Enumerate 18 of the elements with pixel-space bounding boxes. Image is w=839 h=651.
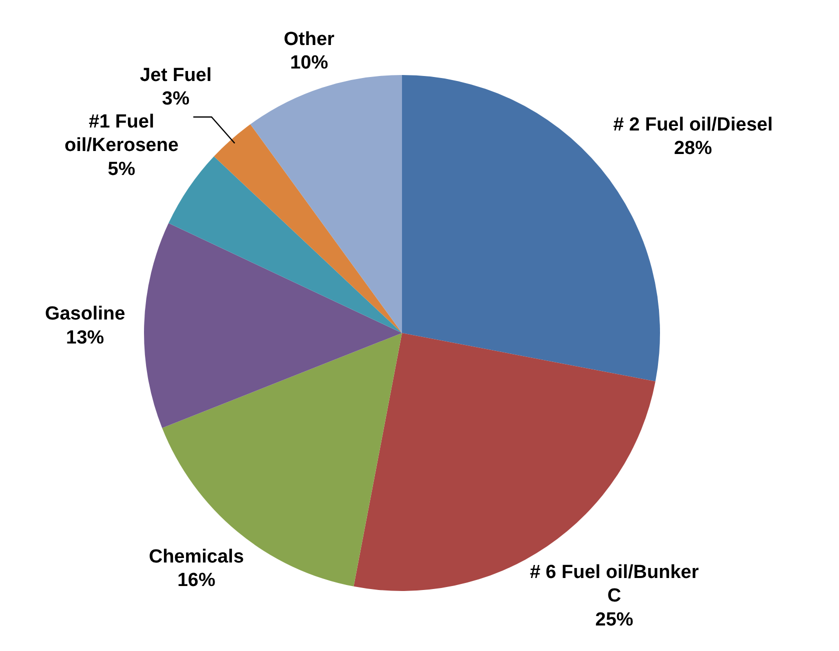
data-label: 5% [108,158,136,180]
data-label: 10% [290,52,328,74]
slice-label: Other [284,28,336,50]
slice-label: Gasoline [44,304,126,325]
slice-label: Jet Fuel [140,64,212,86]
data-label: 3% [162,88,190,110]
slice-label: # 2 Fuel oil/Diesel [613,114,773,136]
pie-slice [214,124,402,333]
slice-label: # 6 Fuel oil/Bunker C [530,562,700,607]
data-label: 28% [674,138,712,160]
pie-slice [250,75,402,333]
data-label: 13% [66,327,104,348]
data-label: 16% [177,570,216,592]
pie-slice [168,156,402,333]
pie-slice [144,223,402,428]
slice-label: #1 Fuel oil/Kerosene [64,111,179,156]
data-label: 25% [595,609,634,630]
slice-label: Chemicals [148,546,244,568]
